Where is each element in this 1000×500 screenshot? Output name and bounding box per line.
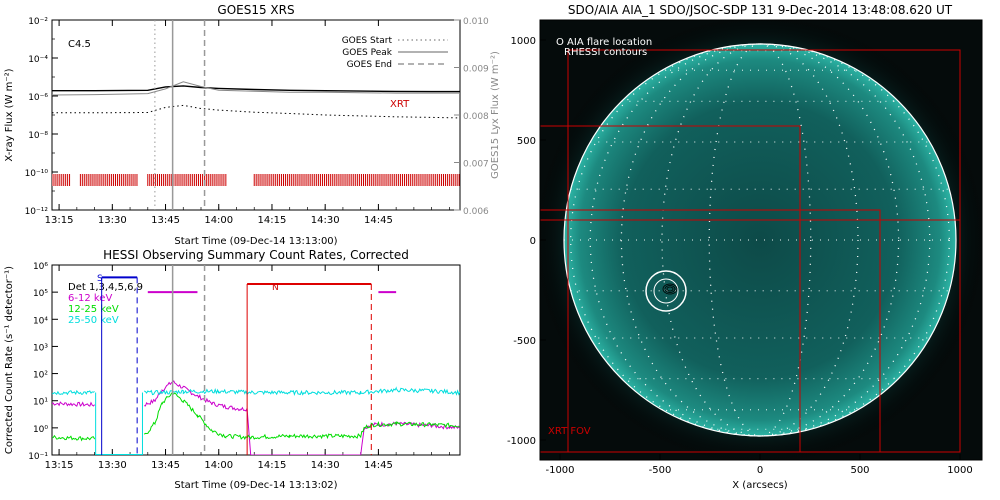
hessi-plot-area — [52, 265, 460, 455]
hessi-flag-n: N — [272, 283, 279, 293]
goes-series-line — [52, 81, 460, 96]
x-tick-label: 14:15 — [258, 460, 287, 471]
goes-title: GOES15 XRS — [217, 3, 294, 17]
legend-label: 12-25 keV — [68, 304, 119, 315]
x-tick-label: 14:45 — [364, 215, 393, 226]
hessi-title: HESSI Observing Summary Count Rates, Cor… — [103, 248, 409, 262]
y-tick-label: 10² — [33, 371, 48, 381]
legend-label: GOES End — [347, 60, 392, 70]
goes-panel: GOES15 XRS 13:15 13:30 13:45 14:00 14:15 14:3… — [4, 3, 501, 247]
goes-y-ticks-left: 10⁻² 10⁻⁴ 10⁻⁶ 10⁻⁸ 10⁻¹⁰ 10⁻¹² — [25, 17, 58, 217]
hessi-plot-frame — [51, 264, 461, 456]
y-tick-label: 10⁻² — [28, 17, 48, 27]
y-tick-label: -1000 — [507, 436, 536, 447]
aia-image — [540, 20, 982, 460]
goes-class-label: C4.5 — [68, 39, 91, 50]
flare-location-circle-inner — [653, 278, 679, 304]
hessi-x-axis-label: Start Time (09-Dec-14 13:13:02) — [174, 480, 337, 491]
flare-location-circle — [645, 270, 687, 312]
y-tick-label: 500 — [517, 136, 536, 147]
y-tick-label-right: 0.007 — [463, 160, 489, 170]
x-tick-label: 1000 — [947, 465, 972, 476]
goes-y-axis-label-left: X-ray Flux (W m⁻²) — [4, 68, 15, 161]
aia-x-axis-label: X (arcsecs) — [732, 480, 788, 491]
legend-label: GOES Peak — [342, 48, 392, 58]
hessi-x-ticks: 13:15 13:30 13:45 14:00 14:15 14:30 14:45 — [45, 265, 450, 471]
x-tick-label: 13:30 — [98, 460, 127, 471]
goes-series-line — [52, 104, 460, 119]
goes-plot-area — [52, 20, 460, 210]
goes-xrt-label: XRT — [390, 99, 410, 110]
aia-legend-location: O AIA flare location — [556, 37, 652, 48]
x-tick-label: 13:30 — [98, 215, 127, 226]
longitude-gridline — [589, 43, 931, 437]
goes-x-ticks: 13:15 13:30 13:45 14:00 14:15 14:30 14:45 — [45, 20, 450, 226]
y-tick-label: -500 — [513, 336, 536, 347]
y-tick-label: 10⁶ — [33, 262, 48, 272]
x-tick-label: 13:15 — [45, 215, 74, 226]
hessi-series-line — [52, 386, 460, 396]
hessi-panel: HESSI Observing Summary Count Rates, Cor… — [4, 248, 461, 491]
xrt-fov-boxes — [540, 49, 961, 453]
y-tick-label: 10¹ — [33, 398, 48, 408]
y-tick-label: 1000 — [511, 36, 536, 47]
y-tick-label-right: 0.008 — [463, 112, 489, 122]
x-tick-label: 14:00 — [204, 460, 233, 471]
x-tick-label: 14:00 — [204, 215, 233, 226]
y-tick-label: 10⁵ — [33, 289, 48, 299]
hessi-series-line — [52, 391, 460, 442]
xrt-fov-box — [540, 219, 961, 453]
x-tick-label: 13:45 — [151, 215, 180, 226]
longitude-gridline — [661, 43, 859, 437]
aia-panel: SDO/AIA AIA_1 SDO/JSOC-SDP 131 9-Dec-201… — [507, 3, 983, 491]
solar-limb — [563, 43, 957, 437]
x-tick-label: 13:15 — [45, 460, 74, 471]
goes-y-ticks-right: 0.010 0.009 0.008 0.007 0.006 — [454, 17, 489, 217]
y-tick-label-right: 0.009 — [463, 65, 489, 75]
x-tick-label: -1000 — [545, 465, 574, 476]
goes-legend: GOES Start GOES Peak GOES End — [342, 36, 448, 70]
x-tick-label: -500 — [649, 465, 672, 476]
y-tick-label: 10³ — [33, 343, 48, 353]
hessi-flag-s: S — [97, 274, 103, 284]
y-tick-label: 10⁰ — [33, 425, 48, 435]
x-tick-label: 14:30 — [311, 215, 340, 226]
x-tick-label: 14:30 — [311, 460, 340, 471]
goes-series-line — [52, 85, 460, 93]
y-tick-label-right: 0.006 — [463, 207, 489, 217]
aia-title: SDO/AIA AIA_1 SDO/JSOC-SDP 131 9-Dec-201… — [568, 3, 953, 17]
legend-label: Det 1,3,4,5,6,9 — [68, 282, 143, 293]
y-tick-label: 10⁻⁴ — [28, 55, 48, 65]
y-tick-label: 10⁴ — [33, 316, 48, 326]
longitude-gridline — [570, 43, 950, 437]
y-tick-label: 0 — [530, 236, 536, 247]
hessi-y-axis-label: Corrected Count Rate (s⁻¹ detector⁻¹) — [4, 266, 15, 454]
aia-legend-contours: RHESSI contours — [564, 47, 647, 58]
legend-label: 6-12 keV — [68, 293, 112, 304]
aia-x-ticks: -1000 -500 0 500 1000 — [545, 454, 973, 476]
y-tick-label: 10⁻¹² — [25, 207, 49, 217]
x-tick-label: 14:45 — [364, 460, 393, 471]
x-tick-label: 13:45 — [151, 460, 180, 471]
y-tick-label: 10⁻¹ — [28, 452, 48, 462]
legend-label: 25-50 keV — [68, 315, 119, 326]
x-tick-label: 14:15 — [258, 215, 287, 226]
aia-y-ticks: 1000 500 0 -500 -1000 — [507, 36, 546, 447]
y-tick-label: 10⁻¹⁰ — [25, 169, 49, 179]
x-tick-label: 0 — [757, 465, 763, 476]
y-tick-label-right: 0.010 — [463, 17, 489, 27]
x-tick-label: 500 — [850, 465, 869, 476]
goes-y-axis-label-right: GOES15 Lyx Flux (W m⁻²) — [490, 51, 501, 179]
hessi-y-ticks: 10⁶ 10⁵ 10⁴ 10³ 10² 10¹ 10⁰ 10⁻¹ — [28, 262, 58, 462]
goes-x-axis-label: Start Time (09-Dec-14 13:13:00) — [174, 236, 337, 247]
sun-disk — [564, 44, 956, 436]
y-tick-label: 10⁻⁸ — [28, 131, 48, 141]
rhessi-contours — [662, 283, 678, 295]
aia-fov-label: XRT FOV — [548, 426, 591, 437]
y-tick-label: 10⁻⁶ — [28, 93, 48, 103]
legend-label: GOES Start — [342, 36, 393, 46]
